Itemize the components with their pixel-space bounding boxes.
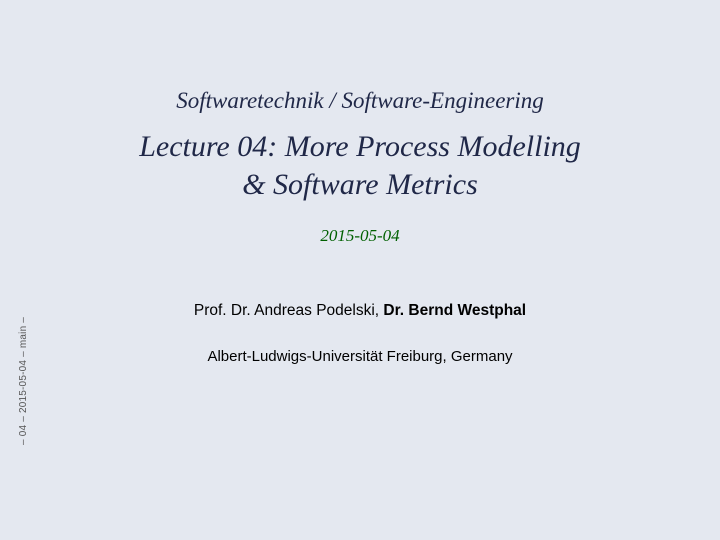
authors-line: Prof. Dr. Andreas Podelski, Dr. Bernd We… [0,302,720,320]
author-emphasis: Dr. Bernd Westphal [383,302,526,319]
lecture-date: 2015-05-04 [0,226,720,246]
affiliation: Albert-Ludwigs-Universität Freiburg, Ger… [0,348,720,365]
author-prefix: Prof. Dr. Andreas Podelski, [194,302,384,319]
lecture-title-line2: & Software Metrics [242,168,478,201]
lecture-title-line1: Lecture 04: More Process Modelling [139,130,581,163]
lecture-title: Lecture 04: More Process Modelling & Sof… [0,128,720,203]
sidebar-footer: – 04 – 2015-05-04 – main – [18,317,29,445]
course-title: Softwaretechnik / Software-Engineering [0,88,720,114]
